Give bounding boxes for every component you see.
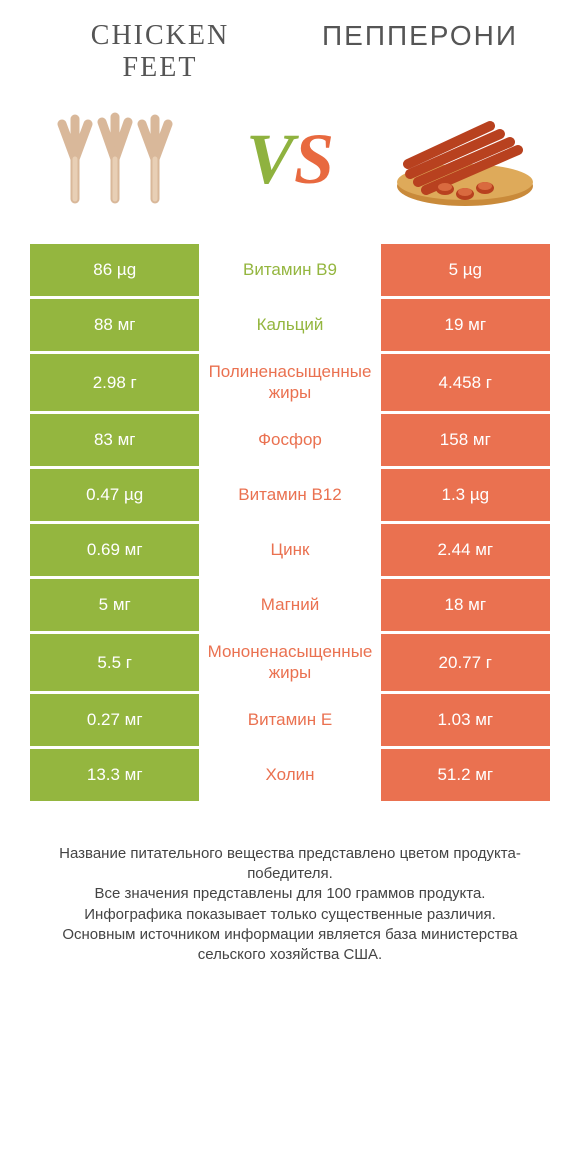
title-right-text: ПЕППЕРОНИ	[322, 20, 518, 51]
value-right: 18 мг	[381, 579, 550, 631]
footer-text: Название питательного вещества представл…	[30, 844, 550, 966]
value-left: 2.98 г	[30, 354, 199, 411]
footer-line-4: Основным источником информации является …	[35, 925, 545, 966]
table-row: 83 мгФосфор158 мг	[30, 414, 550, 466]
table-row: 0.69 мгЦинк2.44 мг	[30, 524, 550, 576]
table-row: 86 µgВитамин B95 µg	[30, 244, 550, 296]
titles-row: CHICKEN FEET ПЕППЕРОНИ	[30, 20, 550, 84]
images-row: VS	[30, 104, 550, 214]
value-left: 0.27 мг	[30, 694, 199, 746]
nutrient-label: Магний	[199, 579, 380, 631]
vs-v: V	[246, 119, 294, 199]
value-left: 5.5 г	[30, 634, 199, 691]
table-row: 0.47 µgВитамин B121.3 µg	[30, 469, 550, 521]
footer-line-3: Инфографика показывает только существенн…	[35, 905, 545, 925]
value-left: 0.69 мг	[30, 524, 199, 576]
value-right: 51.2 мг	[381, 749, 550, 801]
table-row: 0.27 мгВитамин E1.03 мг	[30, 694, 550, 746]
nutrient-label: Кальций	[199, 299, 380, 351]
value-right: 5 µg	[381, 244, 550, 296]
value-left: 0.47 µg	[30, 469, 199, 521]
pepperoni-image	[390, 104, 540, 214]
title-left-line1: CHICKEN	[91, 20, 229, 51]
vs-label: VS	[246, 118, 334, 201]
value-left: 88 мг	[30, 299, 199, 351]
footer-line-1: Название питательного вещества представл…	[35, 844, 545, 885]
value-right: 158 мг	[381, 414, 550, 466]
nutrient-label: Цинк	[199, 524, 380, 576]
nutrient-label: Витамин E	[199, 694, 380, 746]
title-left-line2: FEET	[123, 52, 198, 83]
title-right: ПЕППЕРОНИ	[290, 20, 550, 84]
infographic-container: CHICKEN FEET ПЕППЕРОНИ VS	[0, 0, 580, 985]
value-right: 19 мг	[381, 299, 550, 351]
nutrient-table: 86 µgВитамин B95 µg88 мгКальций19 мг2.98…	[30, 244, 550, 804]
vs-s: S	[294, 119, 334, 199]
value-left: 5 мг	[30, 579, 199, 631]
nutrient-label: Фосфор	[199, 414, 380, 466]
title-left: CHICKEN FEET	[30, 20, 290, 84]
chicken-feet-image	[40, 104, 190, 214]
value-right: 20.77 г	[381, 634, 550, 691]
value-right: 4.458 г	[381, 354, 550, 411]
value-right: 1.03 мг	[381, 694, 550, 746]
table-row: 13.3 мгХолин51.2 мг	[30, 749, 550, 801]
nutrient-label: Витамин B12	[199, 469, 380, 521]
nutrient-label: Холин	[199, 749, 380, 801]
value-left: 13.3 мг	[30, 749, 199, 801]
value-left: 83 мг	[30, 414, 199, 466]
value-left: 86 µg	[30, 244, 199, 296]
table-row: 2.98 гПолиненасыщенные жиры4.458 г	[30, 354, 550, 411]
nutrient-label: Полиненасыщенные жиры	[199, 354, 380, 411]
table-row: 88 мгКальций19 мг	[30, 299, 550, 351]
value-right: 2.44 мг	[381, 524, 550, 576]
footer-line-2: Все значения представлены для 100 граммо…	[35, 884, 545, 904]
nutrient-label: Витамин B9	[199, 244, 380, 296]
table-row: 5.5 гМононенасыщенные жиры20.77 г	[30, 634, 550, 691]
nutrient-label: Мононенасыщенные жиры	[199, 634, 380, 691]
table-row: 5 мгМагний18 мг	[30, 579, 550, 631]
value-right: 1.3 µg	[381, 469, 550, 521]
